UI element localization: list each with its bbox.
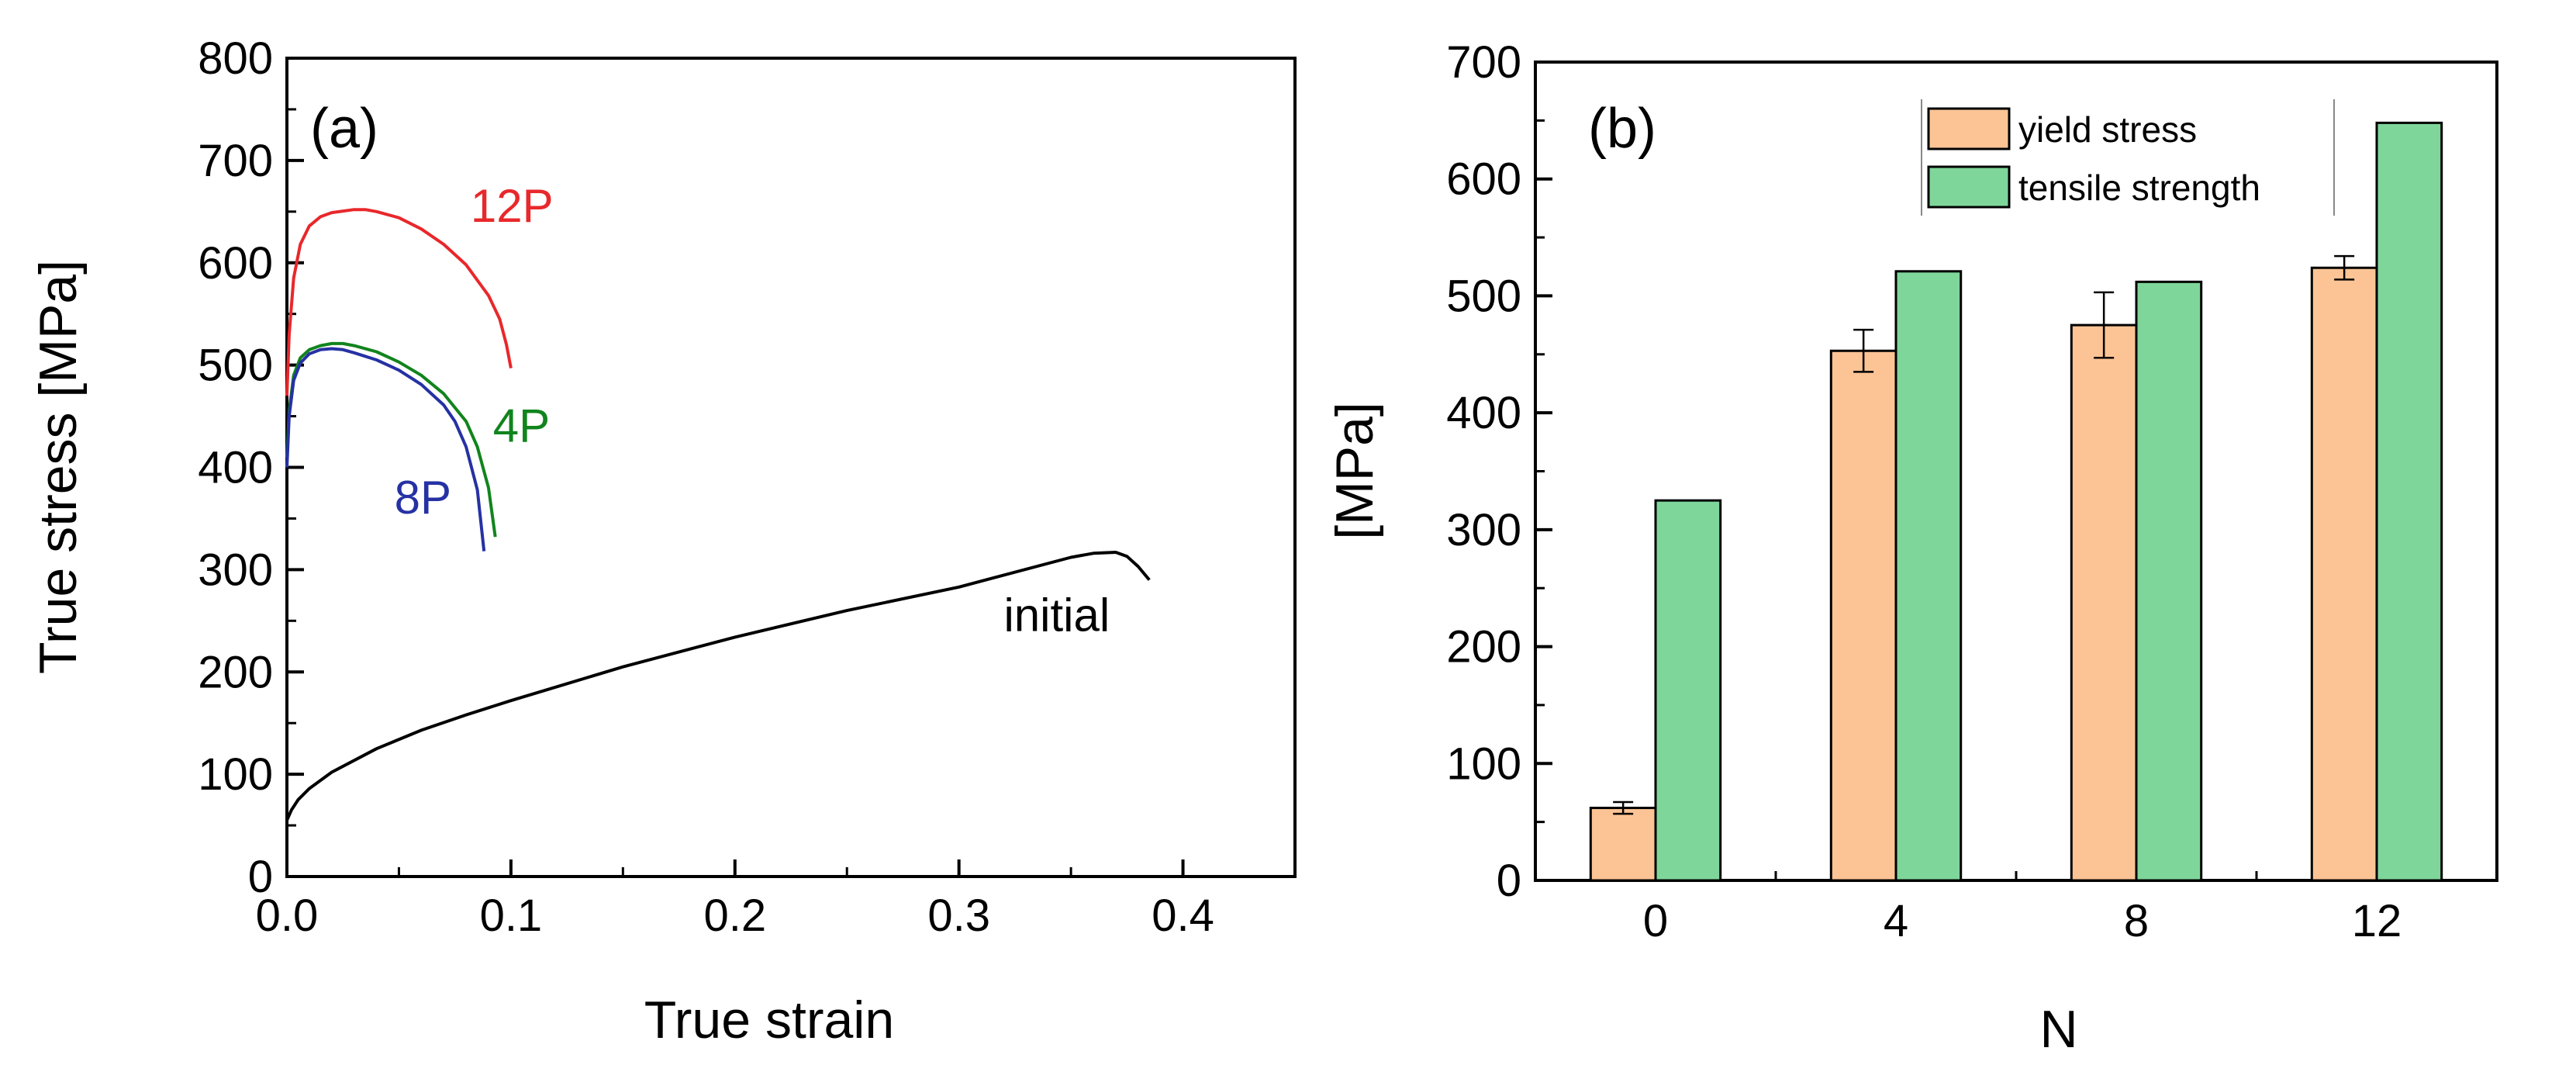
chart-b-y-ticks: 0 100 200 300 400 500 600 700 xyxy=(1446,37,1552,906)
y-tick-label-b: 400 xyxy=(1446,388,1521,438)
series-line-4p xyxy=(285,341,497,538)
chart-b: 0 100 200 300 400 500 600 700 0 4 8 12 (b) [MPa] N… xyxy=(1325,37,2498,1059)
series-line-8p xyxy=(285,347,486,552)
series-line-initial xyxy=(285,551,1151,821)
x-tick-label-a: 0.2 xyxy=(703,890,766,941)
y-tick-label-a: 800 xyxy=(198,33,273,84)
chart-b-x-ticks: 0 4 8 12 xyxy=(1643,863,2402,946)
curve-label-8p: 8P xyxy=(395,472,451,524)
bar-yield-stress-12 xyxy=(2310,266,2378,882)
chart-a-x-ticks: 0.0 0.1 0.2 0.3 0.4 xyxy=(256,859,1297,941)
curve-label-initial: initial xyxy=(1003,590,1110,641)
x-tick-label-b: 12 xyxy=(2352,896,2402,946)
chart-b-bars xyxy=(1589,121,2443,882)
chart-a-ylabel: True stress [MPa] xyxy=(29,260,88,674)
chart-a-panel-label: (a) xyxy=(310,98,378,160)
x-tick-label-a: 0.4 xyxy=(1152,890,1214,941)
y-tick-label-b: 100 xyxy=(1446,738,1521,789)
y-tick-label-a: 300 xyxy=(198,545,273,595)
chart-a-xlabel: True strain xyxy=(644,991,894,1050)
y-tick-label-a: 400 xyxy=(198,443,273,493)
bar-yield-stress-8 xyxy=(2070,323,2138,882)
legend-swatch-yield-stress xyxy=(1927,107,2011,150)
y-tick-label-a: 700 xyxy=(198,136,273,186)
chart-a-lines xyxy=(285,208,1151,821)
bar-tensile-strength-0 xyxy=(1654,499,1722,882)
x-tick-label-a: 0.1 xyxy=(480,890,543,941)
y-tick-label-b: 200 xyxy=(1446,622,1521,673)
x-tick-label-b: 8 xyxy=(2124,896,2149,946)
series-line-12p xyxy=(285,208,513,396)
bar-tensile-strength-8 xyxy=(2135,280,2203,882)
bar-tensile-strength-12 xyxy=(2375,121,2443,882)
curve-label-4p: 4P xyxy=(493,400,550,452)
y-tick-label-a: 500 xyxy=(198,341,273,391)
chart-a-y-ticks: 0 100 200 300 400 500 600 700 800 xyxy=(198,33,304,902)
curve-label-12p: 12P xyxy=(471,180,554,232)
bar-yield-stress-4 xyxy=(1829,349,1897,882)
x-tick-label-a: 0.0 xyxy=(256,890,319,941)
chart-b-panel-label: (b) xyxy=(1588,98,1656,160)
x-tick-label-b: 4 xyxy=(1884,896,1908,946)
y-tick-label-a: 100 xyxy=(198,749,273,800)
y-tick-label-a: 200 xyxy=(198,647,273,697)
y-tick-label-a: 600 xyxy=(198,238,273,289)
y-tick-label-a: 0 xyxy=(248,852,273,902)
y-tick-label-b: 0 xyxy=(1497,856,1521,906)
chart-b-legend: yield stress tensile strength xyxy=(1921,99,2335,216)
x-tick-label-b: 0 xyxy=(1643,896,1668,946)
y-tick-label-b: 500 xyxy=(1446,271,1521,321)
bar-tensile-strength-4 xyxy=(1894,270,1963,882)
legend-swatch-tensile-strength xyxy=(1927,165,2011,209)
bar-yield-stress-0 xyxy=(1589,807,1657,882)
x-tick-label-a: 0.3 xyxy=(927,890,990,941)
y-tick-label-b: 600 xyxy=(1446,154,1521,205)
chart-b-ylabel: [MPa] xyxy=(1325,402,1384,540)
legend-label-tensile-strength: tensile strength xyxy=(2018,168,2260,208)
y-tick-label-b: 700 xyxy=(1446,37,1521,88)
y-tick-label-b: 300 xyxy=(1446,505,1521,555)
chart-a-frame xyxy=(285,57,1297,878)
chart-b-xlabel: N xyxy=(2039,1000,2077,1059)
legend-label-yield-stress: yield stress xyxy=(2018,109,2197,150)
